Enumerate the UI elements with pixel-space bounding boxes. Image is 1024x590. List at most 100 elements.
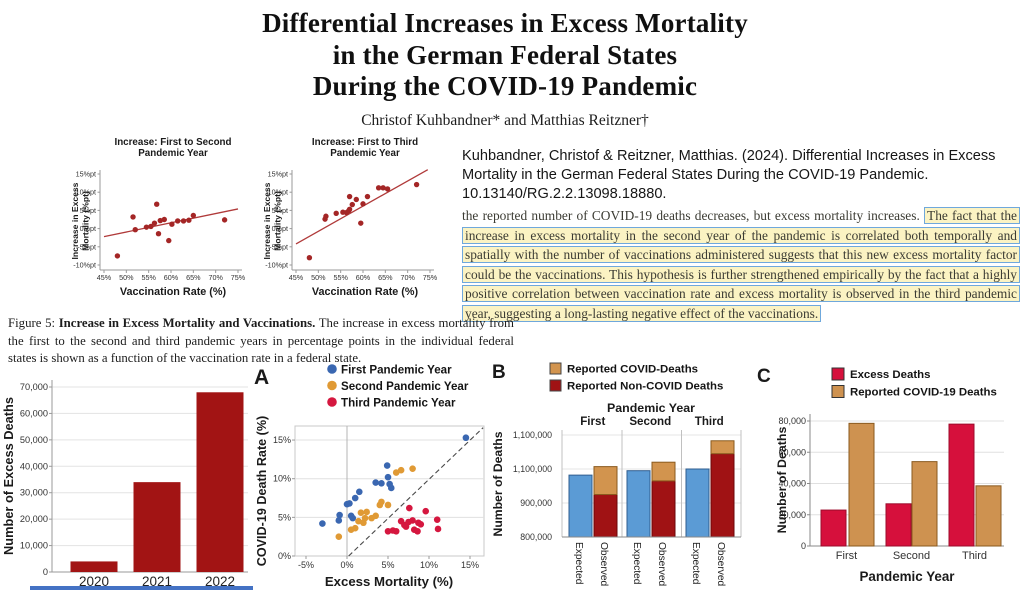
svg-text:15%pt: 15%pt — [76, 170, 96, 179]
svg-text:2022: 2022 — [205, 574, 235, 589]
excess-deaths-bar-chart: 0 10,000 20,000 30,000 40,000 50,000 60,000 70,… — [0, 362, 252, 590]
svg-text:-10%pt: -10%pt — [73, 261, 96, 270]
svg-text:20,000: 20,000 — [778, 510, 806, 520]
svg-text:-5%pt: -5%pt — [77, 242, 96, 251]
svg-text:900,000: 900,000 — [520, 498, 552, 508]
svg-text:10%: 10% — [420, 560, 438, 570]
svg-text:Expected: Expected — [690, 542, 701, 585]
group-labels: First Second Third — [580, 415, 724, 428]
caption-prefix: Figure 5: — [8, 316, 59, 330]
svg-text:C: C — [757, 366, 771, 387]
svg-text:Pandemic Year: Pandemic Year — [859, 569, 955, 584]
svg-text:5%pt: 5%pt — [80, 206, 96, 215]
citation-block: Kuhbandner, Christof & Reitzner, Matthia… — [462, 147, 1020, 323]
svg-text:First: First — [836, 550, 857, 562]
svg-text:45%: 45% — [97, 273, 112, 282]
svg-text:30,000: 30,000 — [20, 488, 48, 498]
svg-text:55%: 55% — [333, 273, 348, 282]
svg-text:40,000: 40,000 — [778, 479, 806, 489]
svg-text:2020: 2020 — [79, 574, 109, 589]
svg-text:Third: Third — [962, 550, 987, 562]
svg-text:Reported Non-COVID Deaths: Reported Non-COVID Deaths — [567, 381, 723, 393]
svg-text:10%pt: 10%pt — [268, 188, 288, 197]
svg-text:Vaccination Rate (%): Vaccination Rate (%) — [120, 286, 227, 298]
svg-text:5%: 5% — [278, 512, 291, 522]
svg-text:COVID-19 Death Rate (%): COVID-19 Death Rate (%) — [255, 416, 269, 566]
svg-text:Third Pandemic Year: Third Pandemic Year — [341, 397, 456, 410]
category-labels: First Second Third — [836, 550, 987, 562]
svg-text:55%: 55% — [141, 273, 156, 282]
excess-deaths-bar-svg: 0 10,000 20,000 30,000 40,000 50,000 60,000 70,… — [1, 380, 248, 589]
y-axis-label: Number of Excess Deaths — [1, 397, 16, 555]
y-axis-label: Number of Deaths — [775, 427, 789, 534]
y-axis-label: COVID-19 Death Rate (%) — [255, 416, 269, 566]
svg-text:Increase: First to Third: Increase: First to Third — [312, 137, 418, 148]
y-axis-label: Number of Deaths — [491, 431, 505, 536]
svg-text:50%: 50% — [311, 273, 326, 282]
svg-text:10,000: 10,000 — [20, 541, 48, 551]
svg-text:Mortality (%pt): Mortality (%pt) — [81, 191, 91, 251]
svg-text:Third: Third — [695, 415, 724, 428]
excerpt-highlighted-text: The fact that the increase in excess mor… — [462, 207, 1020, 322]
svg-text:Pandemic Year: Pandemic Year — [138, 148, 208, 159]
svg-text:70,000: 70,000 — [20, 382, 48, 392]
title-line-3: During the COVID-19 Pandemic — [312, 71, 698, 101]
caption-rest: The increase in excess mortality from th… — [8, 316, 515, 365]
legend: First Pandemic Year Second Pandemic Year T… — [327, 364, 469, 410]
bars — [820, 422, 1002, 547]
svg-text:Vaccination Rate (%): Vaccination Rate (%) — [312, 286, 419, 298]
panel-label: A — [254, 366, 269, 389]
svg-text:60,000: 60,000 — [20, 408, 48, 418]
excerpt-paragraph: the reported number of COVID-19 deaths d… — [462, 206, 1020, 323]
svg-text:0%pt: 0%pt — [80, 224, 96, 233]
panel-label: C — [757, 366, 771, 387]
svg-text:Second: Second — [893, 550, 930, 562]
svg-text:10%: 10% — [273, 474, 291, 484]
figure5-scatter-first-to-second: 45% 50% 55% 60% 65% 70% 75% 15%pt 10%pt 5%pt 0%pt -… — [70, 133, 262, 303]
svg-text:Pandemic Year: Pandemic Year — [330, 148, 400, 159]
plot-frame — [294, 425, 485, 557]
svg-text:0%: 0% — [278, 551, 291, 561]
tick-labels: 45% 50% 55% 60% 65% 70% 75% 15%pt 10%pt 5%pt 0%pt -… — [265, 170, 438, 283]
svg-text:0: 0 — [43, 567, 48, 577]
svg-text:Increase in Excess: Increase in Excess — [262, 182, 272, 259]
svg-text:Observed: Observed — [598, 542, 609, 587]
series-points — [384, 504, 442, 535]
panel-a-scatter-chart: A First Pandemic Year Second Pandemic Year… — [246, 356, 492, 590]
svg-text:A: A — [254, 366, 269, 389]
taskbar-strip[interactable] — [30, 586, 253, 590]
category-labels: 2020 2021 2022 — [79, 574, 235, 589]
axis-labels: Vaccination Rate (%) Increase in Excess Mo… — [262, 182, 419, 298]
svg-text:5%pt: 5%pt — [272, 206, 288, 215]
svg-text:Number of Deaths: Number of Deaths — [491, 431, 505, 536]
svg-text:Increase: First to Second: Increase: First to Second — [114, 137, 231, 148]
tick-labels: 0 20,000 40,000 60,000 80,000 — [778, 416, 806, 551]
figure5-caption: Figure 5: Increase in Excess Mortality a… — [8, 315, 514, 368]
svg-text:15%pt: 15%pt — [268, 170, 288, 179]
paper-title: Differential Increases in Excess Mortali… — [0, 8, 1010, 103]
trend-line — [295, 169, 429, 245]
panel-a-svg: A First Pandemic Year Second Pandemic Year… — [254, 364, 485, 589]
tick-labels: 45% 50% 55% 60% 65% 70% 75% 15%pt 10%pt 5%pt 0%pt -… — [73, 170, 246, 283]
svg-text:Second: Second — [629, 415, 671, 428]
svg-text:Expected: Expected — [631, 542, 642, 585]
scatter-first-to-third-svg: 45% 50% 55% 60% 65% 70% 75% 15%pt 10%pt 5%pt 0%pt -… — [262, 137, 438, 298]
svg-text:10%pt: 10%pt — [76, 188, 96, 197]
x-axis-label: Pandemic Year — [859, 569, 955, 584]
svg-text:15%: 15% — [461, 560, 479, 570]
bars — [70, 392, 244, 572]
svg-text:Number of Deaths: Number of Deaths — [775, 427, 789, 534]
svg-text:70%: 70% — [400, 273, 415, 282]
legend: Excess Deaths Reported COVID-19 Deaths — [831, 367, 997, 399]
svg-text:50,000: 50,000 — [20, 435, 48, 445]
svg-text:65%: 65% — [378, 273, 393, 282]
svg-text:60%: 60% — [356, 273, 371, 282]
data-points — [306, 181, 420, 261]
x-axis-label: Excess Mortality (%) — [325, 574, 453, 589]
tick-labels: 0 10,000 20,000 30,000 40,000 50,000 60,000 70,… — [20, 382, 48, 577]
legend: Reported COVID-Deaths Reported Non-COVID … — [549, 362, 723, 393]
title-line-2: in the German Federal States — [332, 39, 678, 70]
svg-text:Pandemic Year: Pandemic Year — [607, 401, 695, 415]
